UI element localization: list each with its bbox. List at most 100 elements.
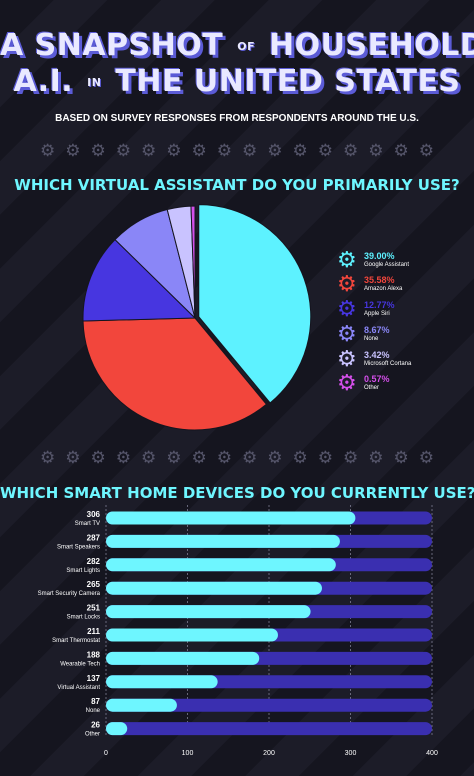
legend-value: 35.58% (364, 275, 395, 286)
gear-icon: ⚙ (418, 141, 434, 160)
x-tick-label: 400 (426, 750, 438, 757)
legend-value: 8.67% (364, 324, 390, 335)
bar (106, 651, 260, 665)
title-part: Household (269, 28, 474, 63)
bar-category-label: Smart Security Camera (38, 591, 101, 597)
bar-value-label: 26 (91, 721, 100, 730)
pie-legend: ⚙ 39.00% Google Assistant ⚙ 35.58% Amazon Ale… (337, 248, 411, 397)
bar-value-label: 306 (87, 510, 101, 519)
bar-category-label: Smart Locks (67, 615, 100, 621)
x-tick-label: 100 (182, 750, 194, 757)
gear-icon: ⚙ (337, 246, 357, 272)
gear-icon: ⚙ (393, 141, 409, 160)
pie-slice (190, 205, 196, 319)
pie-chart (82, 204, 312, 431)
gear-icon: ⚙ (191, 141, 207, 160)
x-tick-label: 0 (104, 750, 108, 757)
bar-value-label: 87 (91, 697, 100, 706)
gear-divider-top: ⚙ ⚙ ⚙ ⚙ ⚙ ⚙ ⚙ ⚙ ⚙ ⚙ ⚙ ⚙ ⚙ ⚙ ⚙ ⚙ (40, 141, 434, 161)
legend-label: Amazon Alexa (364, 286, 403, 293)
legend-value: 12.77% (364, 300, 395, 311)
legend-label: Microsoft Cortana (364, 360, 412, 367)
bar-value-label: 188 (87, 650, 101, 659)
gear-icon: ⚙ (90, 448, 106, 467)
gear-icon: ⚙ (418, 448, 434, 467)
bar-value-label: 137 (87, 674, 101, 683)
bar-chart: 0 100 200 300 400 306 Smart TV 287 Smart Speaker… (38, 505, 438, 757)
gear-icon: ⚙ (337, 320, 357, 346)
gear-icon: ⚙ (216, 141, 232, 160)
bar-value-label: 282 (87, 557, 101, 566)
pie-slice (198, 204, 312, 404)
bar-value-label: 251 (87, 604, 101, 613)
gear-icon: ⚙ (337, 296, 357, 322)
gear-icon: ⚙ (317, 141, 333, 160)
bar (106, 675, 218, 689)
bar-category-label: Smart Thermostat (52, 638, 100, 644)
gear-icon: ⚙ (267, 448, 283, 467)
gear-icon: ⚙ (166, 448, 182, 467)
bar-category-label: Other (85, 732, 100, 738)
pie-slice (82, 317, 268, 431)
gear-icon: ⚙ (65, 141, 81, 160)
gear-icon: ⚙ (343, 448, 359, 467)
gear-icon: ⚙ (337, 370, 357, 396)
gear-icon: ⚙ (317, 448, 333, 467)
gear-icon: ⚙ (141, 448, 157, 467)
gear-icon: ⚙ (191, 448, 207, 467)
bar-track (106, 722, 432, 736)
bar (106, 722, 128, 736)
title-line-1: A Snapshot of Household (0, 28, 474, 63)
legend-value: 3.42% (364, 349, 390, 360)
gear-icon: ⚙ (393, 448, 409, 467)
gear-icon: ⚙ (65, 448, 81, 467)
bar-track (106, 698, 432, 712)
bar-category-label: Wearable Tech (60, 661, 100, 667)
bar-value-label: 265 (87, 580, 101, 589)
pie-chart-title: Which virtual assistant do you primarily… (14, 176, 460, 194)
legend-item: ⚙ 35.58% Amazon Alexa (337, 273, 411, 296)
gear-icon: ⚙ (337, 345, 357, 371)
legend-item: ⚙ 0.57% Other (337, 372, 411, 395)
bar (106, 581, 322, 595)
x-tick-label: 300 (345, 750, 357, 757)
bar (106, 534, 340, 548)
legend-label: None (364, 335, 379, 342)
title-part: A Snapshot (0, 28, 224, 63)
gear-icon: ⚙ (242, 141, 258, 160)
gear-icon: ⚙ (40, 141, 56, 160)
legend-item: ⚙ 3.42% Microsoft Cortana (337, 347, 411, 370)
bar-category-label: Smart Speakers (57, 544, 100, 550)
legend-item: ⚙ 8.67% None (337, 322, 411, 345)
gear-icon: ⚙ (141, 141, 157, 160)
gear-icon: ⚙ (115, 448, 131, 467)
legend-label: Google Assistant (364, 261, 410, 268)
legend-value: 39.00% (364, 250, 395, 261)
legend-item: ⚙ 39.00% Google Assistant (337, 248, 411, 271)
bar (106, 628, 278, 642)
bar-category-label: None (86, 708, 101, 714)
gear-icon: ⚙ (343, 141, 359, 160)
title-connector: in (87, 76, 102, 89)
pie-slice (82, 238, 197, 322)
subtitle: Based on survey responses from responden… (55, 113, 419, 124)
legend-value: 0.57% (364, 374, 390, 385)
legend-label: Apple Siri (364, 311, 390, 318)
gear-icon: ⚙ (166, 141, 182, 160)
legend-item: ⚙ 12.77% Apple Siri (337, 298, 411, 321)
bar (106, 558, 336, 572)
title-line-2: A.I. in The United States (0, 64, 474, 99)
bar-chart-title: Which smart home devices do you currentl… (0, 484, 474, 502)
gear-icon: ⚙ (292, 141, 308, 160)
gear-icon: ⚙ (368, 141, 384, 160)
title-part: A.I. (13, 64, 74, 99)
gear-icon: ⚙ (292, 448, 308, 467)
bar (106, 605, 311, 619)
gear-icon: ⚙ (368, 448, 384, 467)
gear-icon: ⚙ (242, 448, 258, 467)
bar-category-label: Smart TV (75, 521, 100, 527)
bar (106, 511, 356, 525)
bar-value-label: 211 (87, 627, 100, 636)
gear-icon: ⚙ (337, 271, 357, 297)
gear-icon: ⚙ (40, 448, 56, 467)
